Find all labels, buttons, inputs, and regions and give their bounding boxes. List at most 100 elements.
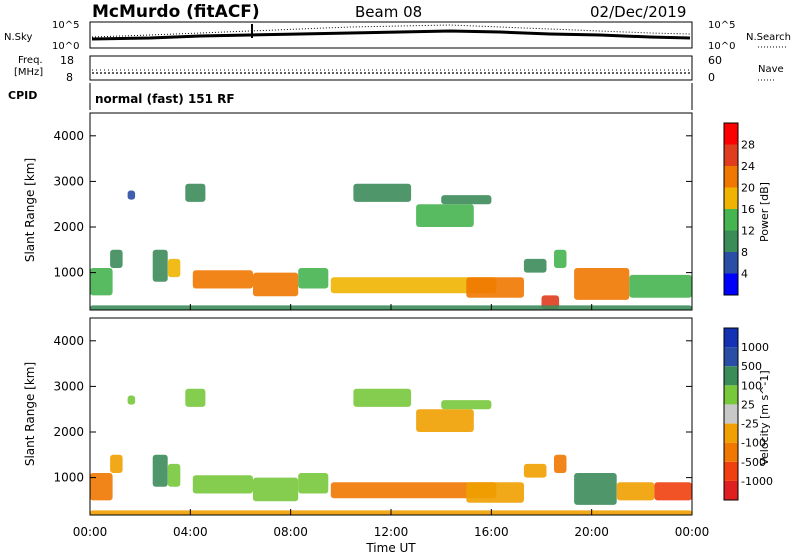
- date-title: 02/Dec/2019: [590, 3, 686, 21]
- beam-title: Beam 08: [355, 3, 422, 21]
- data-region: [416, 409, 474, 432]
- power-regions: [90, 183, 692, 310]
- colorbar-tick-label: 100: [741, 379, 762, 392]
- y-tick-label: 1000: [53, 266, 84, 280]
- power-colorbar: 4 8 12 16 20 24 28: [723, 122, 755, 296]
- nave-label: Nave: [758, 64, 784, 75]
- freq-panel-frame: [89, 55, 693, 81]
- colorbar-tick-label: 4: [741, 268, 748, 281]
- data-region: [90, 268, 113, 296]
- colorbar-tick-label: 500: [741, 360, 762, 373]
- colorbar-cell: [724, 442, 738, 462]
- colorbar-cell: [724, 480, 738, 500]
- freq-tick-top: 18: [60, 54, 74, 67]
- noise-right-label: N.Search: [746, 32, 791, 43]
- freq-label-line1: Freq.: [18, 55, 43, 66]
- colorbar-tick-label: -500: [741, 456, 766, 469]
- data-region: [441, 195, 492, 205]
- data-region: [574, 268, 630, 300]
- colorbar-cell: [724, 273, 738, 295]
- colorbar-tick-label: -100: [741, 437, 766, 450]
- freq-tick-bottom: 8: [66, 71, 73, 84]
- y-tick-label: 1000: [53, 471, 84, 485]
- y-tick-label: 4000: [53, 334, 84, 348]
- velocity-axes: 1000 2000 3000 4000: [53, 334, 693, 515]
- y-tick-label: 3000: [53, 379, 84, 393]
- velocity-regions: [90, 388, 692, 515]
- colorbar-cell: [724, 123, 738, 145]
- data-region: [110, 249, 123, 268]
- data-region: [253, 477, 299, 502]
- data-region: [192, 270, 253, 289]
- colorbar-cell: [724, 209, 738, 231]
- noise-panel-frame: [89, 21, 693, 49]
- velocity-cbar-label: Velocity [m s^-1]: [758, 370, 771, 465]
- noise-right-tick-bottom: 10^0: [708, 41, 735, 52]
- y-tick-label: 2000: [53, 220, 84, 234]
- data-region: [298, 268, 329, 289]
- data-region: [192, 475, 253, 494]
- colorbar-cell: [724, 328, 738, 348]
- colorbar-frame: [723, 122, 739, 296]
- colorbar-tick-label: 12: [741, 225, 755, 238]
- colorbar-tick-label: 16: [741, 203, 755, 216]
- nave-tick-bottom: 0: [708, 71, 715, 84]
- x-tick-label: 16:00: [474, 525, 509, 539]
- colorbar-frame: [723, 327, 739, 501]
- data-region: [298, 473, 329, 494]
- noise-right-tick-top: 10^5: [708, 20, 735, 31]
- station-title: McMurdo (fitACF): [92, 2, 260, 22]
- data-region: [330, 277, 497, 294]
- colorbar-tick-label: 20: [741, 182, 755, 195]
- colorbar-cell: [724, 144, 738, 166]
- colorbar-cell: [724, 252, 738, 274]
- colorbar-cell: [724, 230, 738, 252]
- colorbar-cell: [724, 166, 738, 188]
- cpid-text: normal (fast) 151 RF: [95, 92, 235, 106]
- data-region: [167, 463, 181, 487]
- time-axis-label: Time UT: [365, 541, 416, 554]
- power-cbar-label: Power [dB]: [758, 182, 771, 242]
- data-region: [253, 272, 299, 297]
- cpid-label: CPID: [8, 89, 37, 102]
- velocity-ylabel: Slant Range [km]: [23, 362, 37, 466]
- colorbar-cell: [724, 404, 738, 424]
- data-region: [330, 482, 497, 499]
- x-tick-label: 08:00: [273, 525, 308, 539]
- colorbar-tick-label: 8: [741, 246, 748, 259]
- colorbar-tick-label: 24: [741, 160, 755, 173]
- y-tick-label: 3000: [53, 174, 84, 188]
- data-region: [353, 388, 412, 407]
- colorbar-tick-label: 28: [741, 139, 755, 152]
- time-axis-ticks: 00:00 04:00 08:00 12:00 16:00 20:00 00:00: [73, 525, 710, 539]
- x-tick-label: 00:00: [675, 525, 710, 539]
- data-region: [416, 204, 474, 227]
- data-region: [90, 473, 113, 501]
- freq-label-line2: [MHz]: [14, 67, 43, 78]
- data-region: [554, 454, 567, 473]
- data-region: [127, 395, 136, 405]
- data-region: [152, 249, 168, 282]
- nave-tick-top: 60: [708, 54, 722, 67]
- data-region: [523, 463, 547, 478]
- data-region: [616, 482, 655, 501]
- data-region: [441, 400, 492, 410]
- noise-search-trace: [91, 24, 691, 38]
- data-region: [353, 183, 412, 202]
- colorbar-cell: [724, 461, 738, 481]
- y-tick-label: 4000: [53, 129, 84, 143]
- data-region: [466, 277, 524, 298]
- data-region: [185, 388, 206, 407]
- colorbar-tick-label: 1000: [741, 341, 769, 354]
- noise-panel: N.Sky 10^5 10^0 10^5 10^0 N.Search: [4, 20, 791, 52]
- frequency-panel: Freq. [MHz] 18 8 60 0 Nave: [14, 54, 784, 84]
- power-axes: 1000 2000 3000 4000: [53, 129, 693, 310]
- y-tick-label: 2000: [53, 425, 84, 439]
- velocity-panel-frame: [89, 317, 693, 516]
- x-tick-label: 12:00: [374, 525, 409, 539]
- noise-sky-trace: [91, 29, 691, 41]
- colorbar-tick-label: -25: [741, 418, 759, 431]
- x-tick-label: 20:00: [574, 525, 609, 539]
- data-region: [523, 258, 547, 273]
